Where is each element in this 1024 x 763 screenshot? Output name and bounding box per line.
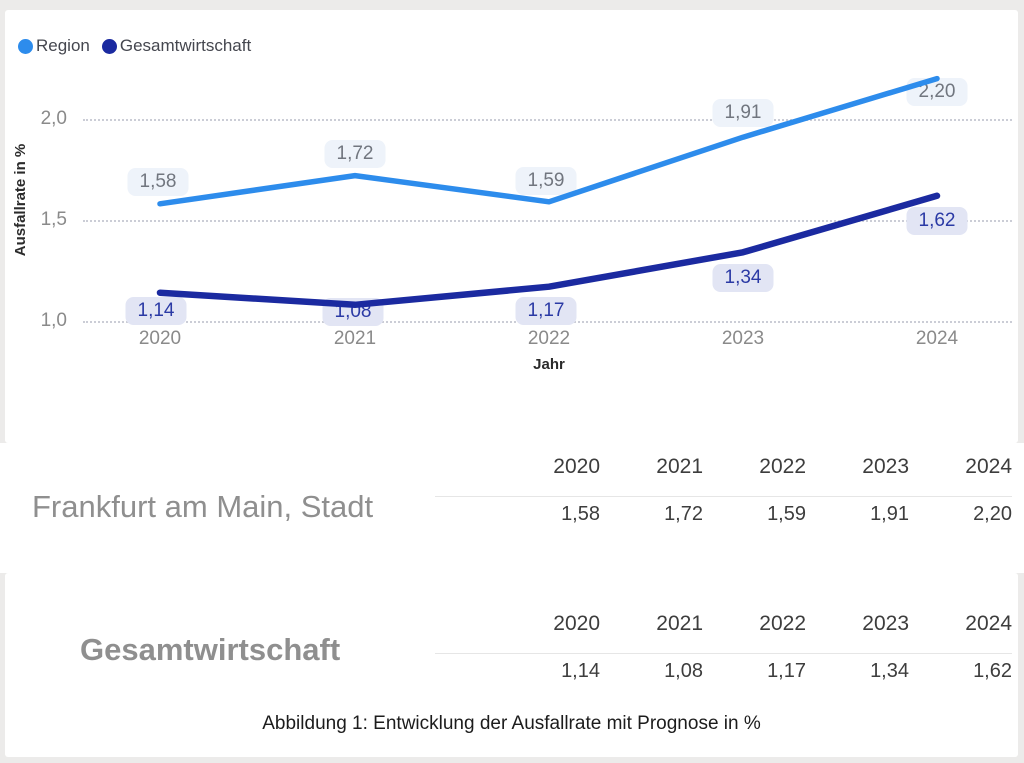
legend-item-gesamtwirtschaft[interactable]: Gesamtwirtschaft [101, 36, 252, 56]
year-header: 2021 [656, 455, 703, 478]
data-label-gesamtwirtschaft-2020: 1,14 [125, 296, 187, 325]
gesamtwirtschaft-table-title: Gesamtwirtschaft [80, 632, 341, 667]
data-label-region-2024: 2,20 [906, 77, 968, 106]
value-cell: 1,62 [973, 660, 1012, 682]
value-cell: 1,08 [664, 660, 703, 682]
year-header: 2021 [656, 612, 703, 635]
data-label-region-2020: 1,58 [127, 167, 189, 196]
legend-label: Region [36, 36, 90, 55]
chart-card: Region Gesamtwirtschaft Ausfallrate in %… [5, 10, 1018, 443]
value-cell: 1,34 [870, 660, 909, 682]
table-section-region: Frankfurt am Main, Stadt 2020 2021 2022 … [0, 443, 1024, 573]
value-cell: 1,14 [561, 660, 600, 682]
value-cell: 1,59 [767, 503, 806, 525]
value-cell: 1,91 [870, 503, 909, 525]
year-header: 2022 [759, 612, 806, 635]
table-section-gesamtwirtschaft: Gesamtwirtschaft 2020 2021 2022 2023 202… [5, 573, 1018, 757]
x-tick: 2022 [527, 328, 571, 349]
region-table: 2020 2021 2022 2023 2024 1,58 1,72 1,59 … [435, 455, 1012, 526]
data-label-region-2022: 1,59 [515, 166, 577, 195]
figure-caption: Abbildung 1: Entwicklung der Ausfallrate… [262, 713, 761, 734]
gesamtwirtschaft-legend-dot-icon [101, 38, 117, 54]
value-cell: 2,20 [973, 503, 1012, 525]
year-header: 2020 [553, 612, 600, 635]
line-gesamtwirtschaft [156, 192, 941, 309]
gridline-1-5 [83, 220, 1012, 222]
gesamtwirtschaft-table: 2020 2021 2022 2023 2024 1,14 1,08 1,17 … [435, 612, 1012, 683]
table-value-row: 1,58 1,72 1,59 1,91 2,20 [435, 497, 1012, 526]
region-table-title: Frankfurt am Main, Stadt [32, 489, 374, 524]
y-tick: 1,0 [40, 310, 67, 331]
data-label-gesamtwirtschaft-2022: 1,17 [515, 296, 577, 325]
value-cell: 1,17 [767, 660, 806, 682]
year-header: 2024 [965, 612, 1012, 635]
x-tick: 2023 [721, 328, 765, 349]
data-label-region-2023: 1,91 [712, 99, 774, 128]
year-header: 2023 [862, 612, 909, 635]
year-header: 2022 [759, 455, 806, 478]
legend-label: Gesamtwirtschaft [119, 36, 252, 55]
gridline-2-0 [83, 119, 1012, 121]
data-label-region-2021: 1,72 [324, 139, 386, 168]
legend-item-region[interactable]: Region [18, 36, 90, 56]
year-header: 2020 [553, 455, 600, 478]
table-header-row: 2020 2021 2022 2023 2024 [435, 455, 1012, 497]
x-tick: 2021 [333, 328, 377, 349]
value-cell: 1,58 [561, 503, 600, 525]
value-cell: 1,72 [664, 503, 703, 525]
chart-legend: Region Gesamtwirtschaft [18, 36, 251, 56]
x-tick: 2020 [138, 328, 182, 349]
y-tick: 1,5 [40, 209, 67, 230]
table-value-row: 1,14 1,08 1,17 1,34 1,62 [435, 654, 1012, 683]
data-label-gesamtwirtschaft-2023: 1,34 [712, 264, 774, 293]
x-tick: 2024 [915, 328, 959, 349]
year-header: 2023 [862, 455, 909, 478]
y-axis-title: Ausfallrate in % [12, 143, 29, 257]
data-label-gesamtwirtschaft-2021: 1,08 [322, 297, 384, 326]
year-header: 2024 [965, 455, 1012, 478]
data-label-gesamtwirtschaft-2024: 1,62 [906, 206, 968, 235]
x-axis-title: Jahr [533, 356, 565, 373]
region-legend-dot-icon [18, 38, 33, 54]
chart-plot-area: Ausfallrate in % 2,0 1,5 1,0 2020 2021 2… [5, 10, 1018, 443]
table-header-row: 2020 2021 2022 2023 2024 [435, 612, 1012, 654]
y-tick: 2,0 [40, 108, 67, 129]
chart-lines-svg [156, 75, 941, 309]
